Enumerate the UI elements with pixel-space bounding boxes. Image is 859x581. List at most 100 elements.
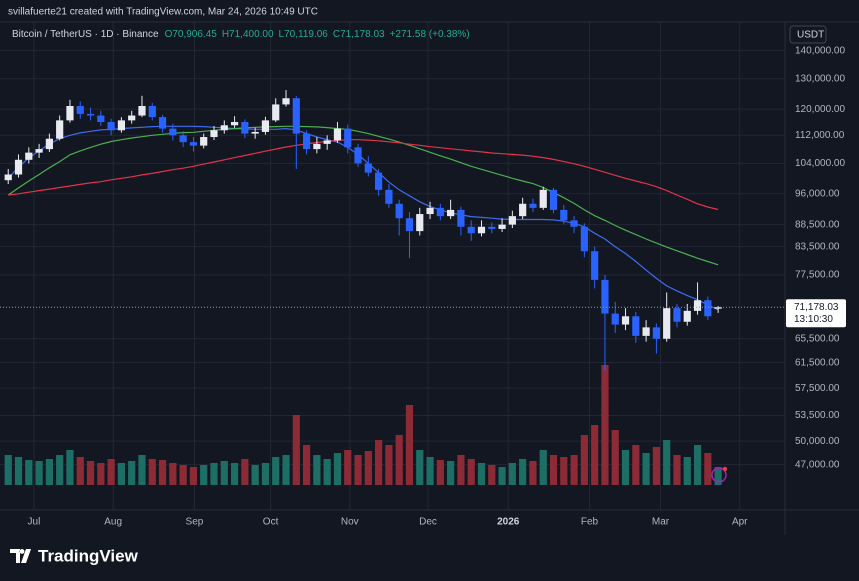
y-tick-label: 112,000.00	[795, 130, 845, 141]
volume-bar	[488, 465, 496, 485]
x-tick-label: Nov	[341, 517, 359, 528]
candle-body	[560, 209, 568, 221]
volume-bar	[508, 463, 516, 485]
volume-bar	[25, 460, 33, 485]
volume-bar	[457, 455, 465, 485]
volume-bar	[344, 450, 352, 485]
candle-body	[549, 189, 558, 210]
volume-bar	[45, 459, 53, 485]
candle-body	[66, 105, 74, 121]
x-tick-label: 2026	[497, 517, 520, 528]
volume-bar	[128, 461, 136, 485]
volume-bar	[323, 459, 331, 485]
candle-body	[642, 327, 650, 336]
legend-high: H71,400.00	[222, 29, 274, 40]
x-tick-label: Dec	[419, 517, 437, 528]
moving-average	[8, 139, 719, 211]
volume-bar	[426, 457, 434, 485]
candle-body	[704, 300, 712, 317]
volume-bar	[416, 450, 424, 485]
y-tick-label: 65,500.00	[795, 333, 840, 344]
currency[interactable]: USDT	[797, 30, 824, 41]
candle-body	[4, 174, 12, 181]
volume-bar	[601, 365, 609, 485]
volume-bar	[632, 445, 640, 485]
candle-body	[241, 122, 249, 134]
volume-bar	[282, 455, 290, 485]
alert-icon[interactable]	[711, 467, 727, 483]
volume-bar	[220, 461, 228, 485]
volume-bar	[467, 459, 475, 485]
x-tick-label: Mar	[652, 517, 670, 528]
candle-body	[200, 137, 208, 146]
candle-body	[416, 214, 424, 232]
candle-body	[488, 226, 496, 229]
volume-bar	[498, 467, 506, 485]
candle-body	[436, 207, 444, 217]
x-tick-label: Oct	[263, 517, 279, 528]
x-tick-label: Apr	[732, 517, 748, 528]
candle-body	[35, 149, 43, 153]
candle-body	[683, 310, 691, 322]
candle-body	[107, 122, 115, 131]
price-tag-label: 71,178.03	[794, 302, 839, 313]
candle-body	[477, 226, 486, 234]
candle-body	[138, 105, 146, 116]
volume-bar	[251, 465, 259, 485]
candle-body	[97, 115, 105, 123]
candle-body	[169, 128, 177, 136]
volume-bar	[560, 457, 568, 485]
x-tick-label: Sep	[186, 517, 204, 528]
legend-low: L70,119.06	[279, 29, 329, 40]
candle-body	[519, 203, 527, 217]
candle-body	[76, 105, 84, 114]
volume-bar	[539, 450, 547, 485]
y-tick-label: 57,500.00	[795, 383, 840, 394]
volume-bar	[570, 455, 578, 485]
y-tick-label: 83,500.00	[795, 241, 840, 252]
candle-body	[179, 135, 187, 143]
y-tick-label: 53,500.00	[795, 410, 840, 421]
volume-bar	[405, 405, 414, 485]
volume-bar	[354, 455, 362, 485]
volume-bar	[189, 467, 198, 485]
x-tick-label: Feb	[581, 517, 599, 528]
volume-bar	[385, 445, 393, 485]
candle-body	[117, 120, 126, 131]
volume-bar	[519, 459, 527, 485]
y-tick-label: 50,000.00	[795, 436, 840, 447]
candle-body	[611, 313, 619, 325]
volume-bar	[4, 455, 12, 485]
volume-bar	[529, 461, 537, 485]
volume-bar	[673, 455, 681, 485]
y-tick-label: 88,500.00	[795, 219, 840, 230]
candle-body	[354, 147, 362, 164]
candle-body	[467, 226, 475, 234]
candle-body	[405, 218, 414, 232]
candles	[4, 90, 722, 371]
y-tick-label: 104,000.00	[795, 158, 845, 169]
volume-bar	[169, 463, 177, 485]
volume-bar	[477, 463, 486, 485]
volume-bar	[158, 460, 167, 485]
y-tick-label: 96,000.00	[795, 188, 840, 199]
volume-bar	[704, 453, 712, 485]
candle-body	[261, 120, 270, 132]
moving-averages	[7, 125, 719, 311]
y-tick-label: 77,500.00	[795, 270, 840, 281]
volume-bar	[230, 463, 239, 485]
candle-body	[632, 316, 640, 336]
legend-close: C71,178.03	[333, 29, 385, 40]
price-tag	[786, 299, 846, 328]
y-tick-label: 140,000.00	[795, 45, 845, 56]
legend-change: +271.58 (+0.38%)	[390, 29, 470, 40]
volume-bar	[302, 445, 311, 485]
volume-bar	[56, 455, 64, 485]
volume-bar	[611, 430, 619, 485]
candle-body	[313, 143, 321, 150]
volume-bar	[395, 435, 403, 485]
currency-box[interactable]	[789, 25, 827, 44]
candle-body	[693, 300, 702, 311]
moving-average	[7, 125, 719, 311]
